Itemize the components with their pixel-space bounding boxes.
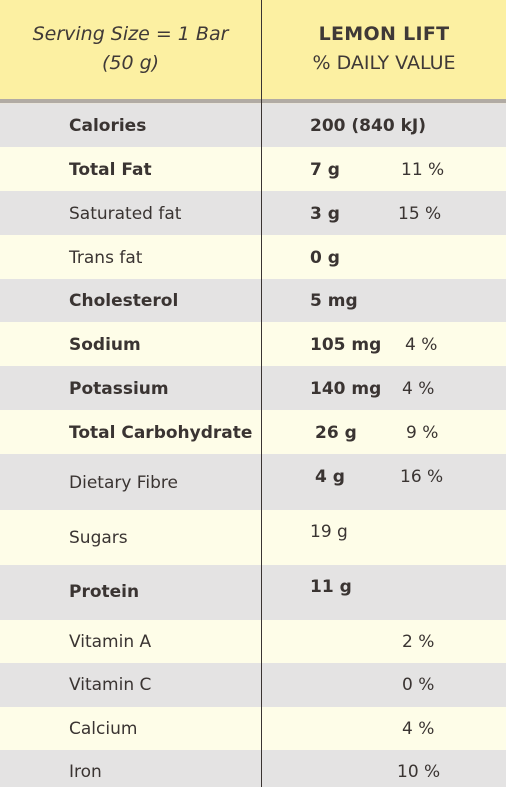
table-row: Iron 10 % xyxy=(0,750,506,787)
table-row: Saturated fat 3 g 15 % xyxy=(0,191,506,235)
table-row: Dietary Fibre 4 g 16 % xyxy=(0,454,506,510)
nutrient-label: Calories xyxy=(69,116,147,136)
nutrient-label: Saturated fat xyxy=(69,204,182,224)
nutrient-label: Sodium xyxy=(69,335,141,355)
serving-size-weight: (50 g) xyxy=(101,52,160,74)
nutrient-percent: 15 % xyxy=(398,204,442,224)
nutrient-amount: 3 g xyxy=(310,204,340,224)
table-row: Sodium 105 mg 4 % xyxy=(0,322,506,366)
nutrient-label: Protein xyxy=(69,582,140,602)
nutrient-label: Trans fat xyxy=(69,248,143,268)
serving-size-line: Serving Size = 1 Bar xyxy=(32,23,229,45)
table-row: Vitamin A 2 % xyxy=(0,620,506,663)
nutrient-percent: 4 % xyxy=(402,719,435,739)
daily-value-label: % DAILY VALUE xyxy=(312,52,456,74)
daily-value-heading: LEMON LIFT % DAILY VALUE xyxy=(262,20,506,78)
table-row: Calories 200 (840 kJ) xyxy=(0,104,506,147)
nutrient-percent: 16 % xyxy=(400,467,444,487)
table-header: Serving Size = 1 Bar (50 g) LEMON LIFT %… xyxy=(0,0,506,99)
table-row: Trans fat 0 g xyxy=(0,235,506,279)
nutrient-percent: 9 % xyxy=(406,423,439,443)
nutrient-label: Total Carbohydrate xyxy=(69,423,253,443)
nutrient-percent: 10 % xyxy=(397,762,441,782)
serving-size: Serving Size = 1 Bar (50 g) xyxy=(0,20,261,78)
nutrient-percent: 4 % xyxy=(405,335,438,355)
nutrient-amount: 4 g xyxy=(315,467,345,487)
table-row: Potassium 140 mg 4 % xyxy=(0,366,506,410)
table-row: Cholesterol 5 mg xyxy=(0,279,506,322)
table-row: Sugars 19 g xyxy=(0,510,506,565)
table-row: Calcium 4 % xyxy=(0,707,506,750)
nutrient-label: Cholesterol xyxy=(69,291,179,311)
nutrient-label: Calcium xyxy=(69,719,138,739)
table-row: Protein 11 g xyxy=(0,565,506,620)
nutrient-percent: 11 % xyxy=(401,160,445,180)
nutrient-amount: 140 mg xyxy=(310,379,382,399)
nutrient-label: Sugars xyxy=(69,528,128,548)
nutrient-percent: 4 % xyxy=(402,379,435,399)
column-divider xyxy=(261,0,262,787)
nutrient-amount: 0 g xyxy=(310,248,340,268)
nutrient-amount: 200 (840 kJ) xyxy=(310,116,426,136)
nutrient-percent: 2 % xyxy=(402,632,435,652)
nutrient-label: Vitamin A xyxy=(69,632,152,652)
nutrient-label: Iron xyxy=(69,762,102,782)
nutrient-amount: 26 g xyxy=(315,423,357,443)
nutrient-amount: 11 g xyxy=(310,577,352,597)
nutrient-label: Vitamin C xyxy=(69,675,152,695)
nutrient-label: Dietary Fibre xyxy=(69,473,178,493)
table-row: Total Carbohydrate 26 g 9 % xyxy=(0,410,506,454)
nutrient-amount: 19 g xyxy=(310,522,348,542)
nutrient-label: Potassium xyxy=(69,379,169,399)
table-row: Vitamin C 0 % xyxy=(0,663,506,707)
nutrient-amount: 5 mg xyxy=(310,291,358,311)
nutrient-amount: 7 g xyxy=(310,160,340,180)
nutrient-label: Total Fat xyxy=(69,160,152,180)
nutrient-amount: 105 mg xyxy=(310,335,382,355)
product-name: LEMON LIFT xyxy=(318,23,450,45)
header-rule xyxy=(0,99,506,104)
nutrient-percent: 0 % xyxy=(402,675,435,695)
table-row: Total Fat 7 g 11 % xyxy=(0,147,506,191)
